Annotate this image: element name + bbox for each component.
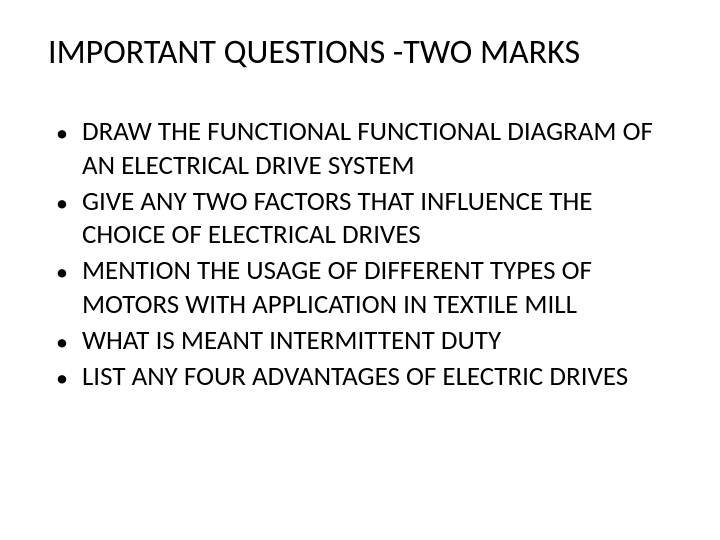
- bullet-text: LIST ANY FOUR ADVANTAGES OF ELECTRIC DRI…: [82, 360, 628, 394]
- bullet-icon: •: [56, 119, 68, 149]
- list-item: • LIST ANY FOUR ADVANTAGES OF ELECTRIC D…: [56, 360, 672, 394]
- bullet-list: • DRAW THE FUNCTIONAL FUNCTIONAL DIAGRAM…: [48, 115, 672, 394]
- list-item: • WHAT IS MEANT INTERMITTENT DUTY: [56, 324, 672, 358]
- list-item: • DRAW THE FUNCTIONAL FUNCTIONAL DIAGRAM…: [56, 115, 672, 183]
- bullet-text: GIVE ANY TWO FACTORS THAT INFLUENCE THE …: [82, 185, 672, 253]
- bullet-icon: •: [56, 189, 68, 219]
- list-item: • GIVE ANY TWO FACTORS THAT INFLUENCE TH…: [56, 185, 672, 253]
- bullet-icon: •: [56, 258, 68, 288]
- list-item: • MENTION THE USAGE OF DIFFERENT TYPES O…: [56, 254, 672, 322]
- bullet-text: WHAT IS MEANT INTERMITTENT DUTY: [82, 324, 501, 358]
- bullet-text: MENTION THE USAGE OF DIFFERENT TYPES OF …: [82, 254, 672, 322]
- bullet-icon: •: [56, 328, 68, 358]
- slide-title: IMPORTANT QUESTIONS -TWO MARKS: [48, 32, 672, 73]
- bullet-text: DRAW THE FUNCTIONAL FUNCTIONAL DIAGRAM O…: [82, 115, 672, 183]
- bullet-icon: •: [56, 364, 68, 394]
